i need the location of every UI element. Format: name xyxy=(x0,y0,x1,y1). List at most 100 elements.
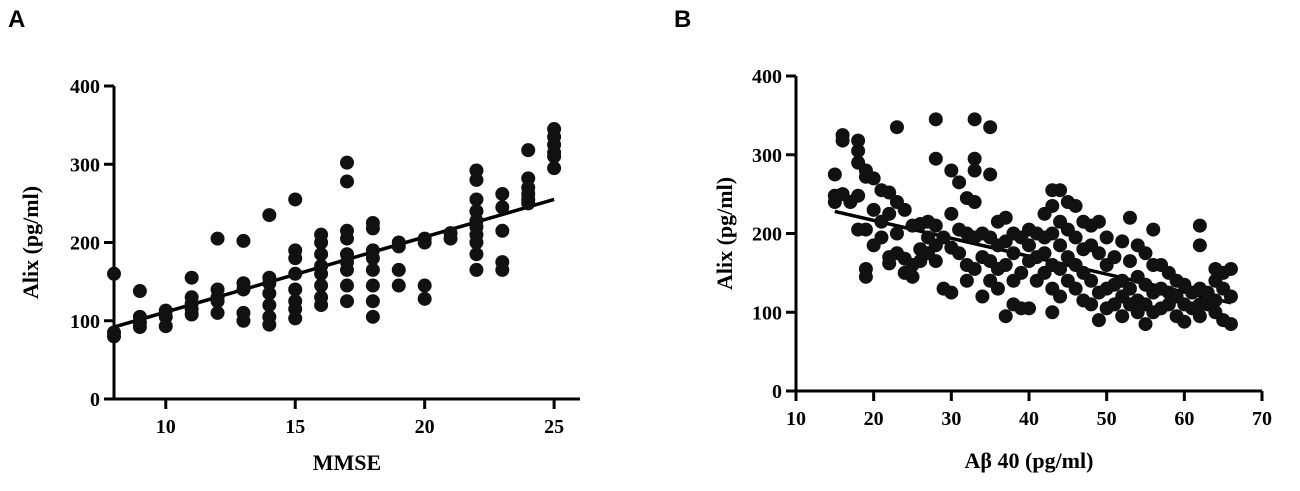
data-point xyxy=(288,251,303,266)
data-point xyxy=(210,294,225,309)
x-tick-label: 40 xyxy=(1019,408,1039,430)
data-point xyxy=(469,262,484,277)
data-point xyxy=(1091,246,1106,261)
data-point xyxy=(1115,234,1130,249)
data-point xyxy=(858,269,873,284)
data-point xyxy=(107,329,121,344)
data-point xyxy=(967,163,982,178)
data-point xyxy=(314,247,329,262)
data-point xyxy=(851,133,866,148)
data-point xyxy=(1022,238,1036,253)
data-point xyxy=(1084,273,1099,288)
y-tick-label: 300 xyxy=(752,145,782,167)
data-point xyxy=(928,254,943,269)
data-point xyxy=(1053,183,1068,198)
data-point xyxy=(967,151,982,166)
data-point xyxy=(874,230,889,245)
data-point xyxy=(1208,293,1223,308)
panel-letter-b: B xyxy=(674,6,691,33)
data-point xyxy=(262,276,277,291)
data-point xyxy=(952,175,967,190)
data-point xyxy=(365,294,380,309)
data-point xyxy=(967,112,982,127)
y-tick-label: 300 xyxy=(70,154,100,176)
data-point xyxy=(340,231,354,246)
data-point xyxy=(936,230,951,245)
data-point xyxy=(210,231,225,246)
data-point xyxy=(1045,305,1060,320)
data-point xyxy=(990,281,1005,296)
y-axis-title: Alix (pg/ml) xyxy=(18,186,43,299)
y-tick-label: 400 xyxy=(752,66,782,88)
data-point xyxy=(1045,198,1060,213)
x-tick-label: 20 xyxy=(415,416,435,438)
x-tick-label: 30 xyxy=(941,408,961,430)
panel-letter-a: A xyxy=(8,6,25,33)
data-point xyxy=(443,231,458,246)
y-tick-label: 100 xyxy=(70,311,100,333)
data-point xyxy=(365,309,380,324)
data-point xyxy=(236,313,251,328)
x-tick-label: 15 xyxy=(285,416,305,438)
data-point xyxy=(495,186,510,201)
data-point xyxy=(975,289,990,304)
data-point xyxy=(1006,246,1021,261)
data-point xyxy=(1192,238,1207,253)
data-point xyxy=(262,298,277,313)
data-point xyxy=(882,185,897,200)
data-point xyxy=(365,221,380,236)
data-point xyxy=(882,256,897,271)
data-point xyxy=(288,282,303,297)
data-point xyxy=(107,266,121,281)
data-point xyxy=(469,192,484,207)
data-point xyxy=(132,320,147,335)
data-point xyxy=(858,222,873,237)
data-point xyxy=(262,208,277,223)
data-point xyxy=(866,202,881,217)
data-point xyxy=(1068,281,1083,296)
data-point xyxy=(184,270,199,285)
data-point xyxy=(236,233,251,248)
x-tick-label: 20 xyxy=(864,408,884,430)
data-point xyxy=(314,266,329,281)
data-point xyxy=(1138,246,1153,261)
data-point xyxy=(928,151,943,166)
y-tick-label: 0 xyxy=(772,381,782,403)
data-point xyxy=(210,305,225,320)
data-point xyxy=(952,246,967,261)
data-point xyxy=(1053,238,1068,253)
data-point xyxy=(288,192,303,207)
data-point xyxy=(835,133,850,148)
data-point xyxy=(1014,265,1029,280)
data-point xyxy=(1122,210,1137,225)
data-point xyxy=(340,278,354,293)
data-point xyxy=(983,167,998,182)
data-point xyxy=(314,278,329,293)
regression-line xyxy=(113,197,555,329)
data-point xyxy=(998,309,1013,324)
data-point xyxy=(340,174,354,189)
data-point xyxy=(1099,230,1114,245)
data-point xyxy=(928,112,943,127)
data-point xyxy=(365,262,380,277)
data-point xyxy=(897,202,912,217)
data-point xyxy=(391,278,406,293)
data-point xyxy=(184,307,199,322)
data-point xyxy=(521,196,536,211)
data-point xyxy=(262,286,277,301)
data-point xyxy=(417,278,432,293)
data-point xyxy=(889,120,904,135)
x-tick-label: 10 xyxy=(156,416,176,438)
data-point xyxy=(944,206,959,221)
data-point xyxy=(998,210,1013,225)
data-point xyxy=(1138,317,1153,332)
data-point xyxy=(1068,198,1083,213)
data-point xyxy=(1223,289,1238,304)
data-point xyxy=(1192,309,1207,324)
y-tick-label: 400 xyxy=(70,76,100,98)
data-point xyxy=(365,251,380,266)
x-tick-label: 25 xyxy=(544,416,564,438)
data-point xyxy=(1122,254,1137,269)
data-point xyxy=(391,239,406,254)
x-axis-title: MMSE xyxy=(313,450,381,475)
